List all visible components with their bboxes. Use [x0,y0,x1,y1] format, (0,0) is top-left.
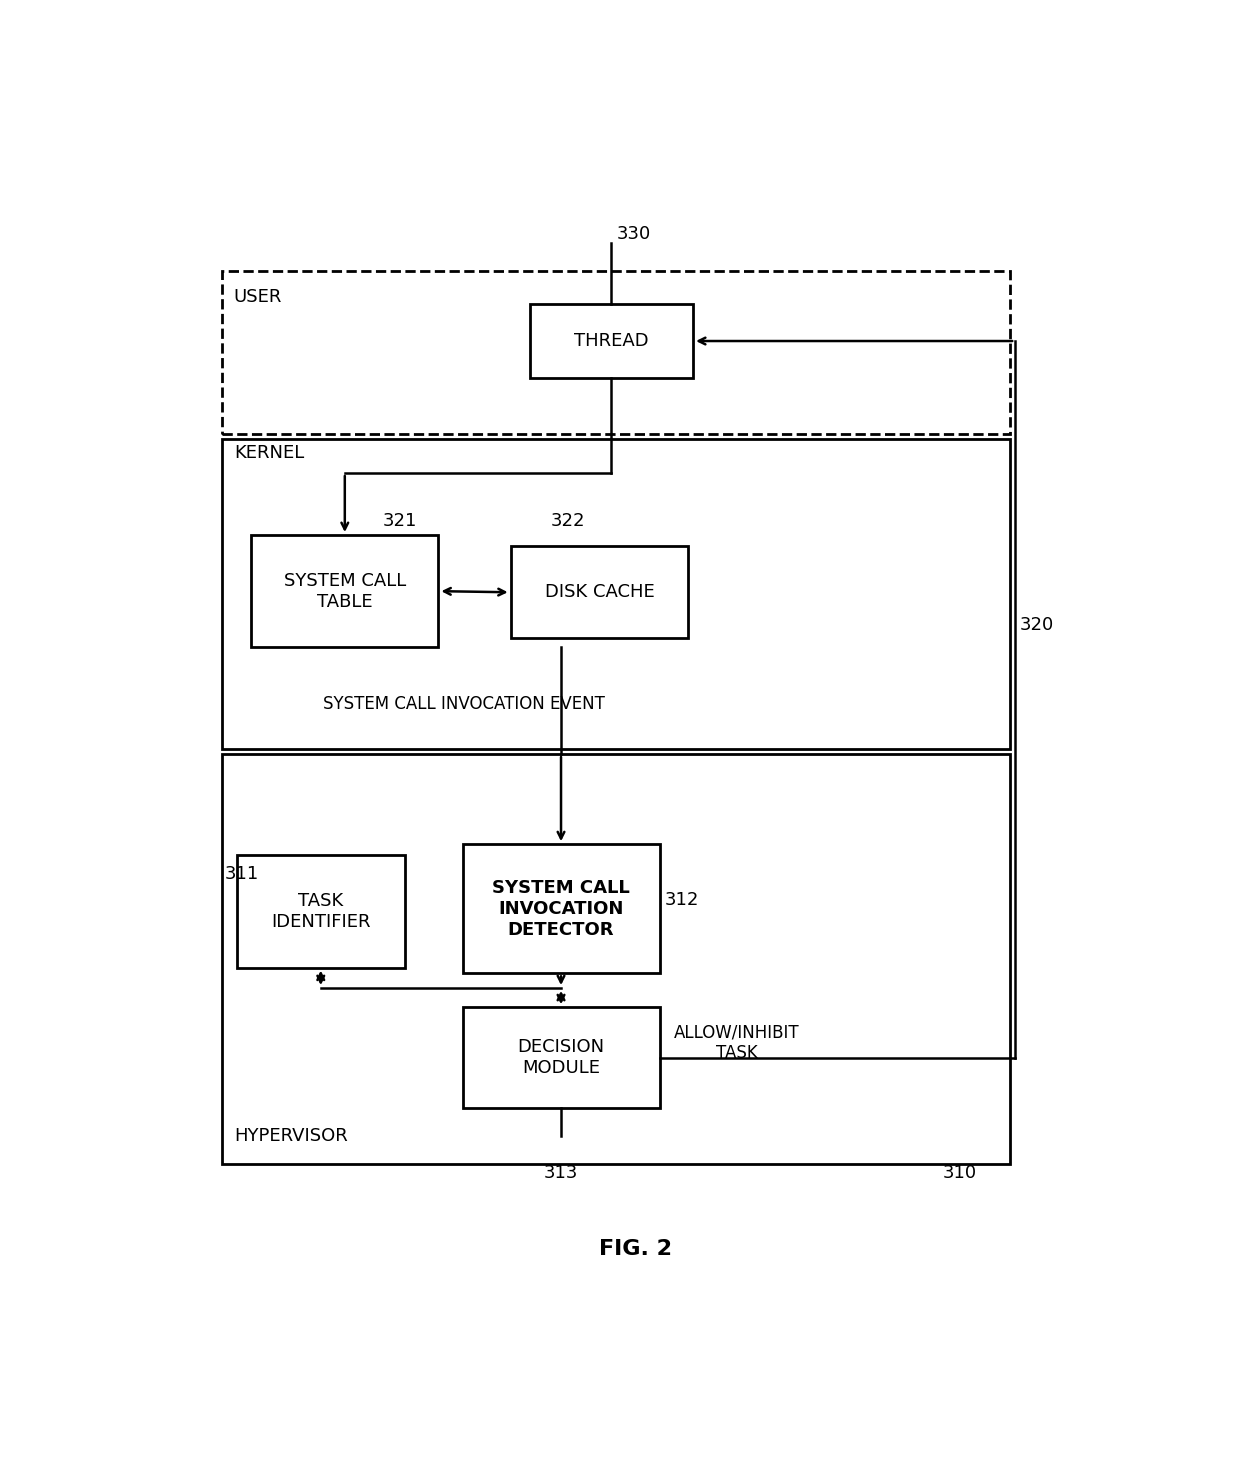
Bar [250,534,439,647]
Bar [463,844,660,974]
Text: SYSTEM CALL
INVOCATION
DETECTOR: SYSTEM CALL INVOCATION DETECTOR [492,879,630,939]
Text: 320: 320 [1019,616,1054,634]
Text: ALLOW/INHIBIT
TASK: ALLOW/INHIBIT TASK [675,1023,800,1063]
Bar [529,305,693,378]
Text: DISK CACHE: DISK CACHE [544,584,655,602]
Text: HYPERVISOR: HYPERVISOR [234,1127,347,1146]
Text: DECISION
MODULE: DECISION MODULE [517,1038,605,1077]
Bar [511,546,688,638]
Bar [222,270,1011,434]
Text: 312: 312 [665,891,698,910]
Bar [222,755,1011,1165]
Text: SYSTEM CALL INVOCATION EVENT: SYSTEM CALL INVOCATION EVENT [324,695,605,712]
Text: KERNEL: KERNEL [234,444,304,461]
Text: FIG. 2: FIG. 2 [599,1240,672,1259]
Text: SYSTEM CALL
TABLE: SYSTEM CALL TABLE [284,572,405,610]
Text: 330: 330 [616,225,651,242]
Text: 321: 321 [383,512,417,530]
Text: TASK
IDENTIFIER: TASK IDENTIFIER [272,892,371,931]
Text: USER: USER [234,288,283,305]
Text: THREAD: THREAD [574,331,649,350]
Text: 322: 322 [551,512,585,530]
Bar [222,439,1011,749]
Text: 310: 310 [942,1165,977,1183]
Bar [463,1007,660,1108]
Text: 311: 311 [224,866,258,883]
Text: 313: 313 [543,1165,578,1183]
Bar [237,856,404,968]
